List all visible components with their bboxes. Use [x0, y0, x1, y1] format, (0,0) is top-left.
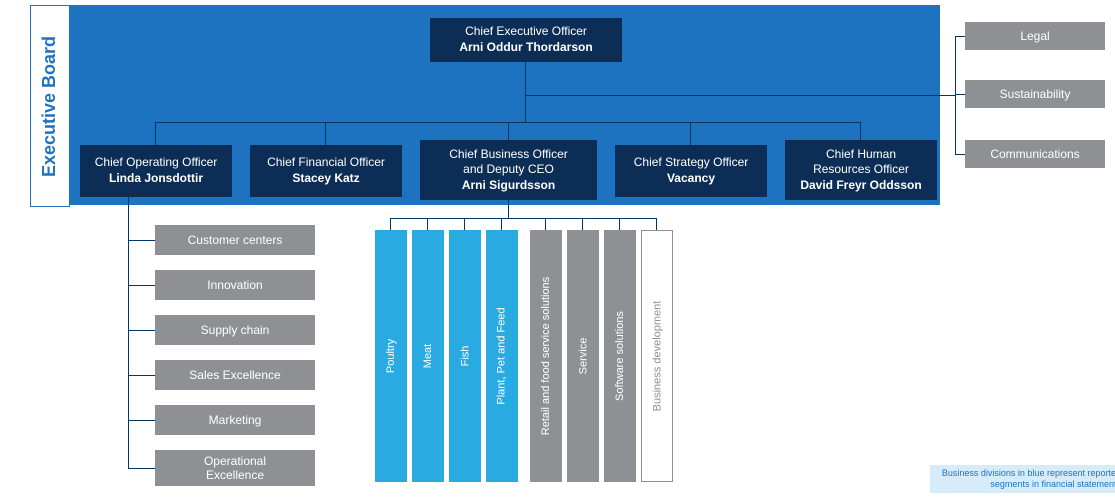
connector: [619, 218, 620, 230]
connector: [656, 218, 657, 230]
connector: [508, 198, 509, 218]
cbo-name: Arni Sigurdsson: [421, 178, 596, 194]
cbo-title: Chief Business Officer and Deputy CEO: [421, 147, 596, 178]
side-box-sust-label: Sustainability: [1000, 87, 1071, 101]
side-box-comms-label: Communications: [990, 147, 1079, 161]
connector: [390, 218, 656, 219]
cbo-box: Chief Business Officer and Deputy CEOArn…: [420, 140, 597, 200]
cbo-bar-5: Service: [567, 230, 599, 482]
coo-child-5: Operational Excellence: [155, 450, 315, 486]
cbo-bar-4: Retail and food service solutions: [530, 230, 562, 482]
connector: [525, 60, 526, 122]
chro-name: David Freyr Oddsson: [786, 178, 936, 194]
cso-name: Vacancy: [616, 171, 766, 187]
cbo-bar-2: Fish: [449, 230, 481, 482]
cbo-bar-5-label: Service: [577, 338, 589, 375]
connector: [128, 468, 155, 469]
connector: [128, 420, 155, 421]
coo-child-4: Marketing: [155, 405, 315, 435]
connector: [501, 218, 502, 230]
connector: [582, 218, 583, 230]
chro-box: Chief Human Resources OfficerDavid Freyr…: [785, 140, 937, 200]
cfo-box: Chief Financial OfficerStacey Katz: [250, 145, 402, 197]
cbo-bar-2-label: Fish: [459, 346, 471, 367]
connector: [955, 36, 956, 154]
coo-child-3-label: Sales Excellence: [189, 368, 280, 382]
coo-child-0-label: Customer centers: [188, 233, 283, 247]
coo-child-1-label: Innovation: [207, 278, 262, 292]
connector: [128, 330, 155, 331]
connector: [860, 122, 861, 140]
connector: [690, 122, 691, 145]
executive-board-label-text: Executive Board: [40, 35, 61, 176]
connector: [325, 122, 326, 145]
connector: [955, 36, 965, 37]
cbo-bar-6-label: Software solutions: [614, 311, 626, 401]
connector: [128, 240, 155, 241]
connector: [128, 195, 129, 468]
cbo-bar-1: Meat: [412, 230, 444, 482]
ceo-box: Chief Executive OfficerArni Oddur Thorda…: [430, 18, 622, 62]
connector: [545, 218, 546, 230]
cbo-bar-3-label: Plant, Pet and Feed: [496, 307, 508, 404]
cso-box: Chief Strategy OfficerVacancy: [615, 145, 767, 197]
cbo-bar-4-label: Retail and food service solutions: [540, 277, 552, 435]
coo-child-4-label: Marketing: [209, 413, 262, 427]
connector: [427, 218, 428, 230]
cbo-bar-1-label: Meat: [422, 344, 434, 368]
connector: [525, 95, 955, 96]
connector: [955, 154, 965, 155]
connector: [955, 94, 965, 95]
coo-child-3: Sales Excellence: [155, 360, 315, 390]
coo-child-0: Customer centers: [155, 225, 315, 255]
ceo-name: Arni Oddur Thordarson: [431, 40, 621, 56]
coo-child-1: Innovation: [155, 270, 315, 300]
coo-child-5-label: Operational Excellence: [204, 454, 266, 482]
side-box-sust: Sustainability: [965, 80, 1105, 108]
connector: [128, 285, 155, 286]
chro-title: Chief Human Resources Officer: [786, 147, 936, 178]
coo-name: Linda Jonsdottir: [81, 171, 231, 187]
coo-child-2-label: Supply chain: [201, 323, 270, 337]
legend-note: Business divisions in blue represent rep…: [930, 465, 1115, 493]
coo-title: Chief Operating Officer: [81, 155, 231, 171]
ceo-title: Chief Executive Officer: [431, 24, 621, 40]
side-box-legal: Legal: [965, 22, 1105, 50]
connector: [508, 122, 509, 140]
cso-title: Chief Strategy Officer: [616, 155, 766, 171]
connector: [155, 122, 156, 145]
connector: [128, 375, 155, 376]
cbo-bar-0-label: Poultry: [385, 339, 397, 373]
cbo-bar-6: Software solutions: [604, 230, 636, 482]
cbo-bar-7: Business development: [641, 230, 673, 482]
side-box-comms: Communications: [965, 140, 1105, 168]
side-box-legal-label: Legal: [1020, 29, 1049, 43]
connector: [464, 218, 465, 230]
executive-board-label: Executive Board: [30, 5, 70, 207]
coo-child-2: Supply chain: [155, 315, 315, 345]
cfo-title: Chief Financial Officer: [251, 155, 401, 171]
cbo-bar-7-label: Business development: [651, 301, 663, 412]
coo-box: Chief Operating OfficerLinda Jonsdottir: [80, 145, 232, 197]
cbo-bar-0: Poultry: [375, 230, 407, 482]
cbo-bar-3: Plant, Pet and Feed: [486, 230, 518, 482]
cfo-name: Stacey Katz: [251, 171, 401, 187]
connector: [390, 218, 391, 230]
